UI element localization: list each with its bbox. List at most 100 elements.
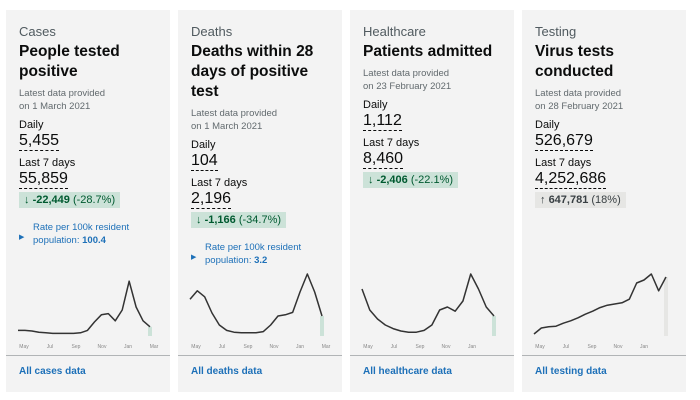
rate-toggle[interactable]: ▶ Rate per 100k resident population: 100.4 xyxy=(19,222,162,247)
arrow-down-icon: ↓ xyxy=(24,194,30,206)
change-value: -1,166 xyxy=(204,214,236,226)
axis-tick-label: Jan xyxy=(295,344,305,350)
all-deaths-data-link[interactable]: All deaths data xyxy=(191,366,263,377)
x-axis: May Jul Sep Nov Jan xyxy=(530,344,678,354)
arrow-down-icon: ↓ xyxy=(368,174,374,186)
rate-toggle[interactable]: ▶ Rate per 100k resident population: 3.2 xyxy=(191,242,334,267)
daily-value[interactable]: 1,112 xyxy=(363,112,402,131)
week-value[interactable]: 55,859 xyxy=(19,170,68,189)
divider xyxy=(522,355,686,356)
change-percent: (-22.1%) xyxy=(410,174,454,186)
latest-line: Latest data provided xyxy=(191,108,278,119)
daily-label: Daily xyxy=(363,99,388,111)
week-value[interactable]: 2,196 xyxy=(191,190,232,209)
x-axis: May Jul Sep Nov Jan Mar xyxy=(186,344,334,354)
title-line: Patients admitted xyxy=(363,43,493,60)
card-category: Cases xyxy=(19,24,56,39)
title-line: test xyxy=(191,83,219,100)
axis-tick-label: Sep xyxy=(71,344,81,350)
card-title: Deaths within 28 days of positive test xyxy=(191,42,334,102)
triangle-right-icon: ▶ xyxy=(191,254,197,261)
axis-tick-label: May xyxy=(363,344,373,350)
latest-line: Latest data provided xyxy=(363,68,450,79)
all-cases-data-link[interactable]: All cases data xyxy=(19,366,86,377)
card-category: Healthcare xyxy=(363,24,426,39)
change-badge: ↓ -22,449 (-28.7%) xyxy=(19,192,121,208)
sparkline-svg xyxy=(361,273,496,336)
rate-prefix: population: xyxy=(33,235,83,246)
title-line: People tested xyxy=(19,43,120,60)
axis-tick-label: Jan xyxy=(639,344,649,350)
card-cases: Cases People tested positive Latest data … xyxy=(6,10,170,392)
all-healthcare-data-link[interactable]: All healthcare data xyxy=(363,366,452,377)
change-value: 647,781 xyxy=(548,194,589,206)
trend-line xyxy=(533,273,667,335)
card-testing: Testing Virus tests conducted Latest data… xyxy=(522,10,686,392)
sparkline-chart: May Jul Sep Nov Jan xyxy=(530,268,678,354)
daily-label: Daily xyxy=(19,119,44,131)
week-label: Last 7 days xyxy=(19,157,76,169)
latest-line: on 1 March 2021 xyxy=(191,121,263,132)
daily-label: Daily xyxy=(535,119,560,131)
axis-tick-label: Jul xyxy=(218,344,226,350)
card-title: Virus tests conducted xyxy=(535,42,678,82)
latest-week-bar xyxy=(320,316,324,336)
axis-tick-label: Jul xyxy=(562,344,570,350)
sparkline-chart: May Jul Sep Nov Jan Mar xyxy=(186,268,334,354)
change-percent: (18%) xyxy=(591,194,621,206)
title-line: positive xyxy=(19,63,78,80)
trend-line xyxy=(361,273,495,333)
rate-value: 100.4 xyxy=(82,235,106,246)
arrow-up-icon: ↑ xyxy=(540,194,546,206)
title-line: days of positive xyxy=(191,63,309,80)
divider xyxy=(350,355,514,356)
trend-line xyxy=(189,273,323,334)
sparkline-svg xyxy=(189,273,324,336)
rate-value: 3.2 xyxy=(254,255,268,266)
latest-date: Latest data provided on 1 March 2021 xyxy=(191,107,334,133)
divider xyxy=(6,355,170,356)
card-category: Deaths xyxy=(191,24,233,39)
axis-tick-label: Nov xyxy=(97,344,107,350)
title-line: Deaths within 28 xyxy=(191,43,314,60)
latest-line: Latest data provided xyxy=(535,88,622,99)
week-value[interactable]: 8,460 xyxy=(363,150,404,169)
latest-line: on 1 March 2021 xyxy=(19,101,91,112)
sparkline-chart: May Jul Sep Nov Jan xyxy=(358,268,506,354)
latest-date: Latest data provided on 1 March 2021 xyxy=(19,87,162,113)
axis-tick-label: May xyxy=(191,344,201,350)
arrow-down-icon: ↓ xyxy=(196,214,202,226)
divider xyxy=(178,355,342,356)
change-badge: ↑ 647,781 (18%) xyxy=(535,192,626,208)
card-title: People tested positive xyxy=(19,42,162,82)
sparkline-svg xyxy=(533,273,668,336)
latest-line: Latest data provided xyxy=(19,88,106,99)
axis-tick-label: Nov xyxy=(613,344,623,350)
card-deaths: Deaths Deaths within 28 days of positive t… xyxy=(178,10,342,392)
axis-tick-label: Nov xyxy=(441,344,451,350)
week-value[interactable]: 4,252,686 xyxy=(535,170,607,189)
sparkline-svg xyxy=(18,280,152,336)
latest-date: Latest data provided on 28 February 2021 xyxy=(535,87,678,113)
daily-value[interactable]: 5,455 xyxy=(19,132,60,151)
sparkline-chart: May Jul Sep Nov Jan Mar xyxy=(14,268,162,354)
x-axis: May Jul Sep Nov Jan xyxy=(358,344,506,354)
latest-week-bar xyxy=(492,316,496,336)
card-category: Testing xyxy=(535,24,577,39)
card-title: Patients admitted xyxy=(363,42,506,62)
x-axis: May Jul Sep Nov Jan Mar xyxy=(14,344,162,354)
latest-week-bar xyxy=(148,326,152,336)
week-label: Last 7 days xyxy=(363,137,420,149)
daily-value[interactable]: 104 xyxy=(191,152,218,171)
axis-tick-label: Sep xyxy=(587,344,597,350)
axis-tick-label: May xyxy=(19,344,29,350)
all-testing-data-link[interactable]: All testing data xyxy=(535,366,607,377)
daily-label: Daily xyxy=(191,139,216,151)
latest-line: on 28 February 2021 xyxy=(535,101,624,112)
rate-prefix: population: xyxy=(205,255,255,266)
latest-date: Latest data provided on 23 February 2021 xyxy=(363,67,506,93)
daily-value[interactable]: 526,679 xyxy=(535,132,593,151)
axis-tick-label: Mar xyxy=(321,344,331,350)
rate-label: Rate per 100k resident xyxy=(205,242,302,253)
week-label: Last 7 days xyxy=(535,157,592,169)
